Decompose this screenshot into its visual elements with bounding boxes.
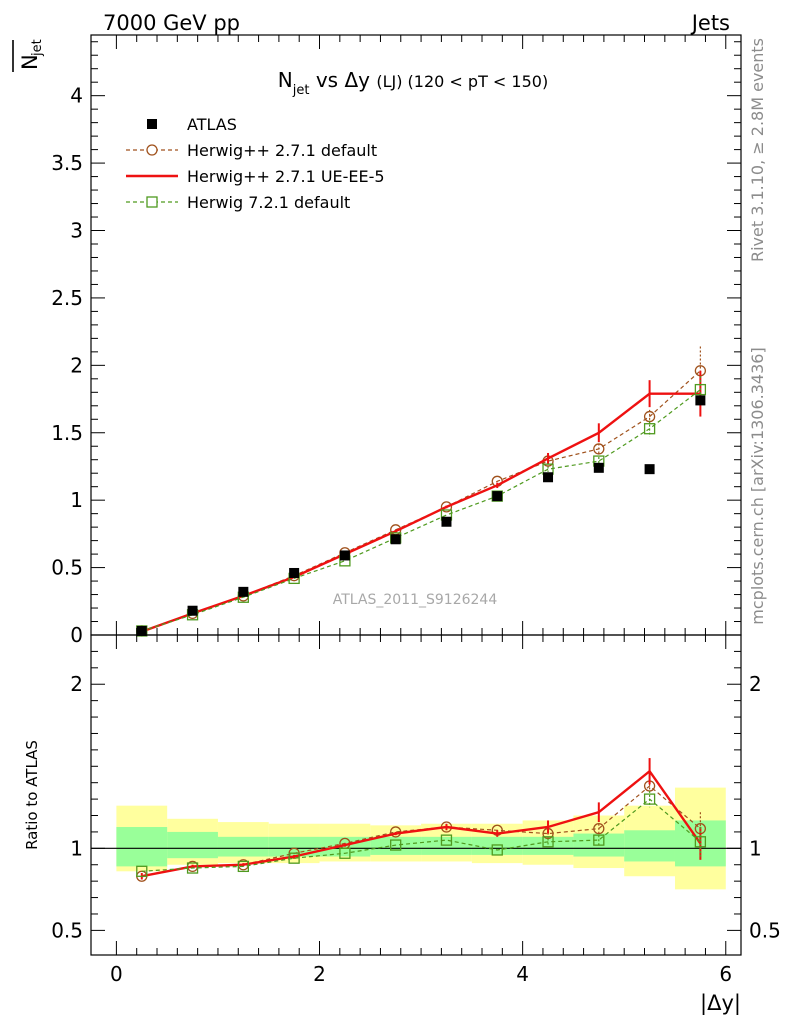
inner-uncertainty-band: [471, 836, 523, 855]
legend-entry: Herwig++ 2.7.1 default: [126, 141, 377, 160]
data-point: [593, 834, 605, 846]
inner-uncertainty-band: [116, 827, 168, 867]
ratio-y-tick-label-right: 2: [749, 672, 762, 696]
category-label: Jets: [690, 11, 730, 35]
atlas-data-point: [289, 567, 300, 578]
data-point: [440, 834, 453, 846]
series-line-herwig-7-2-1-default: [141, 798, 701, 872]
inner-uncertainty-band: [268, 836, 320, 857]
y-tick-label: 0.5: [51, 556, 83, 580]
ratio-plot-frame: [90, 634, 742, 956]
atlas-data-point: [543, 472, 554, 483]
ratio-y-tick-label-right: 0.5: [749, 918, 781, 942]
data-point: [643, 793, 656, 805]
atlas-data-point: [136, 625, 147, 636]
series-line-herwig-2-7-1-ue-ee-5: [141, 769, 702, 878]
main-y-label-sub: jet: [30, 39, 45, 57]
ratio-plot-panel: 0 2 4 6 0.5 0.5 1 1 2 2: [51, 634, 781, 986]
rivet-version-label: Rivet 3.1.10, ≥ 2.8M events: [748, 38, 767, 262]
mcplots-label: mcplots.cern.ch [arXiv:1306.3436]: [748, 347, 767, 624]
data-point: [491, 844, 503, 856]
data-point: [694, 836, 707, 848]
y-tick-label: 3: [70, 219, 83, 243]
y-tick-label: 0: [70, 623, 83, 647]
data-point: [288, 852, 300, 864]
inner-uncertainty-band: [421, 836, 472, 855]
atlas-data-point: [695, 395, 706, 406]
ratio-y-tick-label: 1: [70, 836, 83, 860]
main-y-label-main: N: [18, 54, 42, 70]
x-axis-label: |Δy|: [700, 991, 741, 1016]
ratio-y-tick-label-right: 1: [749, 836, 762, 860]
x-tick-label: 6: [719, 962, 732, 986]
analysis-watermark: ATLAS_2011_S9126244: [333, 592, 498, 608]
legend-marker: [146, 196, 158, 208]
y-tick-label: 4: [70, 84, 83, 108]
legend-marker: [146, 144, 158, 156]
main-plot-title: Njet vs Δy (LJ) (120 < pT < 150): [278, 68, 548, 98]
main-y-axis-label: N jet: [12, 39, 45, 72]
legend-marker: [147, 119, 157, 129]
data-point: [390, 839, 402, 851]
data-point: [237, 860, 249, 873]
atlas-data-point: [187, 605, 198, 616]
ratio-y-tick-label: 0.5: [51, 918, 83, 942]
series-line-herwig-2-7-1-ue-ee-5: [141, 392, 701, 633]
data-point: [593, 822, 605, 835]
atlas-data-point: [492, 491, 503, 502]
x-tick-label: 2: [313, 962, 326, 986]
y-tick-label: 3.5: [51, 151, 83, 175]
data-point: [593, 443, 605, 455]
legend-label: Herwig++ 2.7.1 UE-EE-5: [187, 167, 385, 186]
data-point: [186, 862, 199, 874]
atlas-data-point: [390, 534, 401, 545]
legend-label: Herwig 7.2.1 default: [187, 193, 350, 212]
atlas-data-point: [441, 516, 452, 527]
y-tick-label: 1.5: [51, 421, 83, 445]
atlas-data-point: [238, 586, 249, 597]
inner-uncertainty-band: [217, 836, 269, 857]
y-tick-label: 2: [70, 353, 83, 377]
legend-entry: ATLAS: [147, 115, 237, 134]
legend-label: Herwig++ 2.7.1 default: [187, 141, 377, 160]
data-point: [339, 847, 351, 859]
data-point: [136, 865, 148, 877]
y-tick-label: 1: [70, 488, 83, 512]
x-tick-label: 4: [516, 962, 529, 986]
ratio-y-label: Ratio to ATLAS: [23, 740, 41, 850]
series-line-herwig-7-2-1-default: [141, 389, 701, 632]
x-tick-label: 0: [110, 962, 123, 986]
data-point: [643, 423, 656, 435]
legend-label: ATLAS: [187, 115, 237, 134]
legend-entry: Herwig++ 2.7.1 UE-EE-5: [126, 167, 385, 186]
data-point: [542, 836, 554, 848]
legend-entry: Herwig 7.2.1 default: [126, 193, 350, 212]
atlas-data-point: [339, 550, 350, 561]
inner-uncertainty-band: [370, 836, 422, 855]
inner-uncertainty-band: [624, 830, 675, 862]
ratio-y-tick-label: 2: [70, 672, 83, 696]
y-tick-label: 2.5: [51, 286, 83, 310]
main-plot-panel: 0 0.5 1 1.5 2 2.5 3 3.5 4 ATLAS Herwig++ 2.7.1 def…: [51, 34, 742, 647]
data-point: [694, 383, 707, 396]
data-point: [440, 501, 453, 513]
collision-label: 7000 GeV pp: [103, 11, 240, 35]
inner-uncertainty-band: [167, 831, 218, 859]
atlas-data-point: [593, 462, 604, 473]
atlas-data-point: [644, 464, 655, 475]
